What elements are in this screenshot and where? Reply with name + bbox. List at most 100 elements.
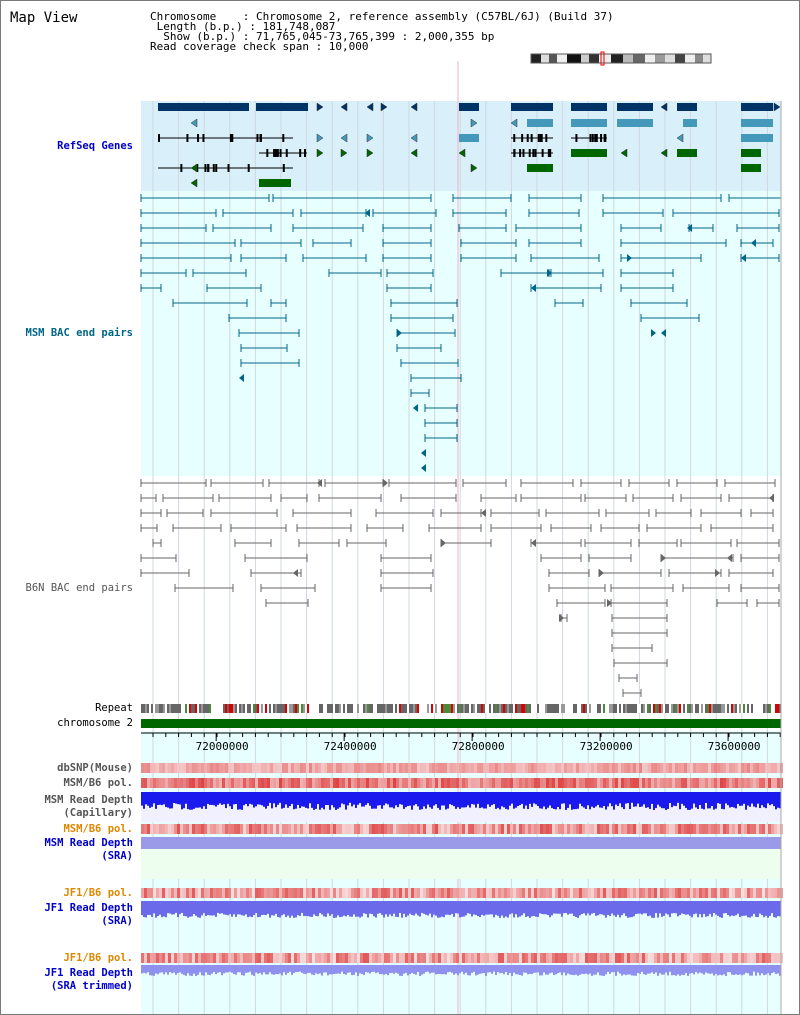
jf1-depth-sra-bar [319,901,321,914]
msm-b6-pol-heat-cell [258,778,261,788]
repeat-segment [697,704,699,713]
ideogram-band [581,54,589,63]
msm-b6-pol-heat-cell [255,778,258,788]
refseq-track-bg [141,101,781,191]
show-range-info: Show (b.p.) : 71,765,045-73,765,399 : 2,… [150,30,495,43]
msm-b6-pol-sra-heat-cell [456,824,459,834]
msm-depth-capillary-bar [447,792,449,809]
msm-b6-pol-sra-heat-cell [720,824,723,834]
msm-b6-pol-heat-cell [210,778,213,788]
coverage-span-info: Read coverage check span : 10,000 [150,40,369,53]
jf1-depth-trim-bar [295,965,297,973]
dbsnp-heat-cell [186,763,189,773]
jf1-depth-trim-bar [377,965,379,973]
jf1-b6-pol-heat-cell [465,888,468,898]
dbsnp-heat-cell [483,763,486,773]
dbsnp-heat-cell [396,763,399,773]
gene-exon [534,149,537,157]
msm-depth-capillary-bar [647,792,649,808]
msm-depth-capillary-bar [499,792,501,810]
dbsnp-heat-cell [672,763,675,773]
dbsnp-heat-cell [153,763,156,773]
repeat-segment [489,704,491,713]
jf1-b6-pol-heat-cell [681,888,684,898]
jf1-b6-pol-trim-heat-cell [393,953,396,963]
msm-b6-pol-heat-cell [714,778,717,788]
jf1-depth-trim-bar [259,965,261,973]
msm-depth-capillary-bar [699,792,701,805]
jf1-depth-sra-bar [197,901,199,918]
jf1-b6-pol-heat-cell [636,888,639,898]
jf1-b6-pol-heat-cell [441,888,444,898]
repeat-segment [395,704,397,713]
jf1-depth-sra-bar [447,901,449,915]
msm-b6-pol-sra-heat-cell [717,824,720,834]
msm-depth-capillary-bar [659,792,661,807]
jf1-depth-trim-bar [455,965,457,974]
jf1-depth-sra-bar [433,901,435,915]
msm-depth-capillary-bar [677,792,679,803]
jf1-depth-sra-bar [223,901,225,915]
gene-block [741,149,761,157]
msm-depth-capillary-bar [179,792,181,805]
dbsnp-heat-cell [435,763,438,773]
msm-b6-pol-heat-cell [732,778,735,788]
msm-depth-capillary-bar [717,792,719,804]
jf1-depth-trim-bar [767,965,769,974]
jf1-b6-pol-trim-heat-cell [714,953,717,963]
msm-b6-pol-sra-heat-cell [639,824,642,834]
jf1-depth-trim-bar [701,965,703,974]
msm-depth-capillary-bar [577,792,579,809]
msm-b6-pol-sra-heat-cell [240,824,243,834]
dbsnp-heat-cell [297,763,300,773]
repeat-segment [285,704,287,713]
dbsnp-heat-cell [438,763,441,773]
jf1-depth-trim-bar [147,965,149,973]
msm-b6-pol-sra-heat-cell [666,824,669,834]
msm-b6-pol-sra-heat-cell [372,824,375,834]
jf1-b6-pol-trim-heat-cell [669,953,672,963]
msm-depth-capillary-bar [597,792,599,805]
jf1-b6-pol-trim-heat-cell [603,953,606,963]
dbsnp-heat-cell [213,763,216,773]
msm-depth-capillary-bar [477,792,479,804]
dbsnp-heat-cell [159,763,162,773]
msm-b6-pol-heat-cell [453,778,456,788]
jf1-b6-pol-heat-cell [732,888,735,898]
repeat-segment [623,704,625,713]
jf1-depth-trim-bar [335,965,337,974]
jf1-b6-pol-trim-heat-cell [492,953,495,963]
jf1-depth-trim-bar [735,965,737,975]
repeat-segment [609,704,611,713]
jf1-depth-sra-bar [231,901,233,917]
msm-b6-pol-sra-heat-cell [753,824,756,834]
repeat-segment [215,704,217,713]
msm-b6-pol-sra-heat-cell [207,824,210,834]
msm-depth-capillary-bar [601,792,603,808]
msm-depth-capillary-bar [767,792,769,804]
jf1-b6-pol-heat-cell [405,888,408,898]
jf1-depth-trim-bar [291,965,293,975]
dbsnp-heat-cell [498,763,501,773]
gene-arrow [190,178,198,188]
msm-depth-capillary-bar [741,792,743,806]
jf1-depth-sra-bar [559,901,561,914]
jf1-depth-trim-bar [545,965,547,975]
jf1-b6-pol-trim-heat-cell [339,953,342,963]
msm-depth-capillary-bar [275,792,277,808]
msm-b6-pol-heat-cell [399,778,402,788]
jf1-depth-sra-bar [627,901,629,918]
dbsnp-heat-cell [360,763,363,773]
jf1-b6-pol-trim-heat-cell [777,953,780,963]
jf1-depth-sra-bar [469,901,471,914]
msm-b6-pol-heat-cell [342,778,345,788]
jf1-depth-trim-bar [589,965,591,974]
jf1-b6-pol-heat-cell [273,888,276,898]
msm-b6-pol-label: MSM/B6 pol. [63,777,133,789]
jf1-depth-trim-bar [569,965,571,975]
msm-b6-pol-sra-heat-cell [528,824,531,834]
jf1-b6-pol-trim-heat-cell [768,953,771,963]
jf1-b6-pol-trim-heat-cell [315,953,318,963]
